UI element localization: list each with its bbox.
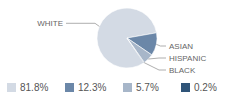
html-text:5.7%: 5.7%: [136, 82, 159, 93]
svg-text:WHITE: WHITE: [37, 19, 63, 28]
html-text:81.8%: 81.8%: [20, 82, 49, 93]
svg-text:BLACK: BLACK: [169, 66, 196, 75]
html-text:0.2%: 0.2%: [194, 82, 217, 93]
svg-text:HISPANIC: HISPANIC: [169, 54, 206, 63]
html-text:12.3%: 12.3%: [78, 82, 107, 93]
svg-text:ASIAN: ASIAN: [169, 42, 193, 51]
